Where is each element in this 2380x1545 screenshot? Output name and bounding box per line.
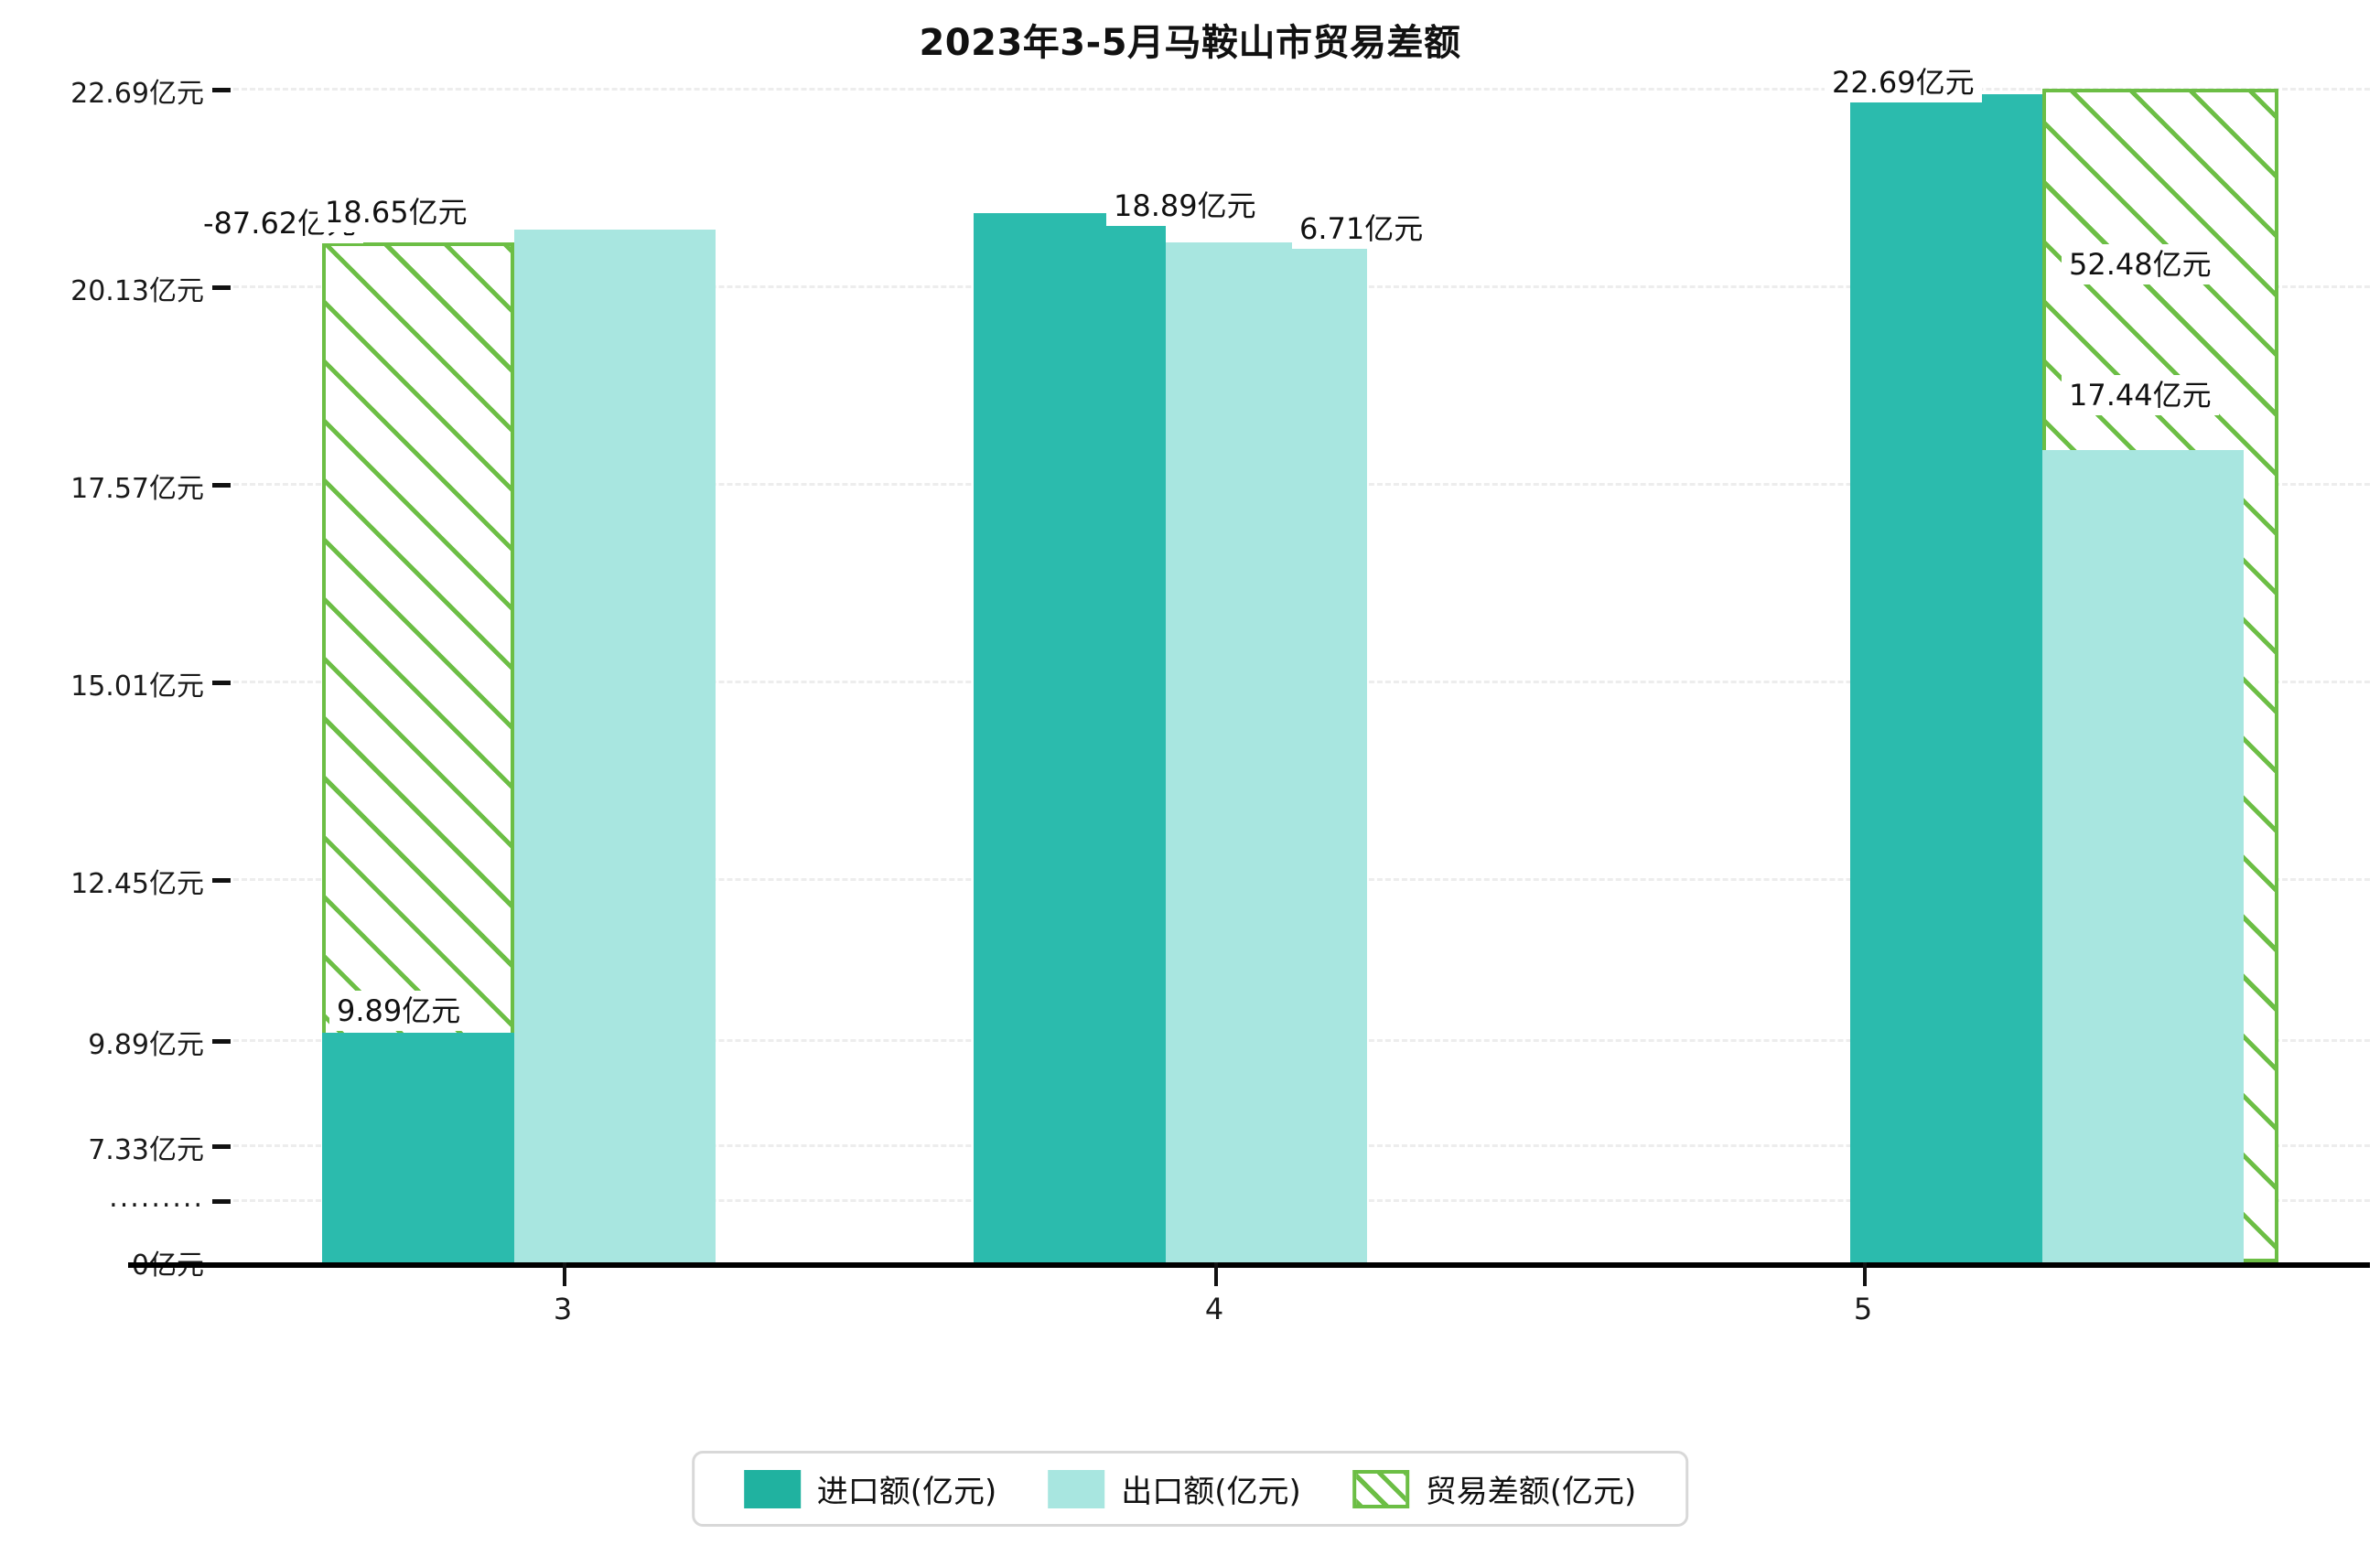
plot-area — [233, 55, 2370, 1262]
x-axis-baseline — [128, 1262, 2370, 1268]
y-tick-mark — [212, 681, 231, 685]
legend-swatch-import-icon — [743, 1469, 801, 1508]
y-tick-label-12-45: 12.45亿元 — [70, 868, 204, 900]
y-tick-label-9-89: 9.89亿元 — [88, 1029, 204, 1061]
y-tick-label-17-57: 17.57亿元 — [70, 473, 204, 505]
y-tick-label-break: ......... — [109, 1182, 204, 1214]
x-tick-label-3: 3 — [553, 1292, 573, 1326]
gridline-22-69 — [233, 88, 2370, 91]
chart-legend: 进口额(亿元) 出口额(亿元) 贸易差额(亿元) — [691, 1451, 1689, 1527]
y-tick-mark — [212, 285, 231, 290]
y-tick-mark — [212, 1039, 231, 1044]
value-label-export-cat-3: 18.65亿元 — [318, 192, 475, 233]
y-tick-label-22-69: 22.69亿元 — [70, 78, 204, 110]
bar-export-cat-5[interactable] — [2042, 450, 2244, 1262]
x-tick-label-5: 5 — [1853, 1292, 1873, 1326]
bar-import-cat-5[interactable] — [1850, 94, 2042, 1262]
value-label-export-cat-4: 6.71亿元 — [1292, 209, 1431, 250]
value-label-import-cat-5: 22.69亿元 — [1825, 62, 1982, 103]
x-tick-label-4: 4 — [1204, 1292, 1224, 1326]
y-tick-mark — [212, 88, 231, 92]
bar-import-cat-3[interactable] — [322, 1033, 514, 1262]
bar-export-cat-3[interactable] — [514, 230, 716, 1262]
y-tick-label-7-33: 7.33亿元 — [88, 1134, 204, 1166]
legend-item-import[interactable]: 进口额(亿元) — [743, 1466, 997, 1511]
y-tick-mark — [212, 878, 231, 883]
x-tick-mark — [563, 1262, 566, 1286]
x-tick-mark — [1214, 1262, 1218, 1286]
value-label-balance-cat-5: 52.48亿元 — [2062, 244, 2219, 285]
legend-item-export[interactable]: 出口额(亿元) — [1048, 1466, 1301, 1511]
y-tick-mark — [212, 483, 231, 488]
x-tick-mark — [1863, 1262, 1867, 1286]
bar-import-cat-4[interactable] — [974, 213, 1166, 1262]
legend-swatch-balance-icon — [1352, 1469, 1409, 1508]
legend-label-import: 进口额(亿元) — [816, 1474, 997, 1510]
legend-item-balance[interactable]: 贸易差额(亿元) — [1352, 1466, 1637, 1511]
value-label-import-cat-3: 9.89亿元 — [329, 991, 468, 1032]
legend-label-balance: 贸易差额(亿元) — [1425, 1474, 1637, 1510]
legend-label-export: 出口额(亿元) — [1121, 1474, 1301, 1510]
legend-swatch-export-icon — [1048, 1469, 1105, 1508]
value-label-export-cat-5: 17.44亿元 — [2062, 375, 2219, 416]
y-tick-label-15-01: 15.01亿元 — [70, 671, 204, 703]
value-label-import-cat-4: 18.89亿元 — [1106, 186, 1264, 227]
chart-title: 2023年3-5月马鞍山市贸易差额 — [919, 22, 1461, 64]
y-tick-mark — [212, 1199, 231, 1204]
bar-export-cat-4[interactable] — [1166, 242, 1367, 1262]
y-tick-label-20-13: 20.13亿元 — [70, 275, 204, 307]
y-tick-mark — [212, 1144, 231, 1149]
